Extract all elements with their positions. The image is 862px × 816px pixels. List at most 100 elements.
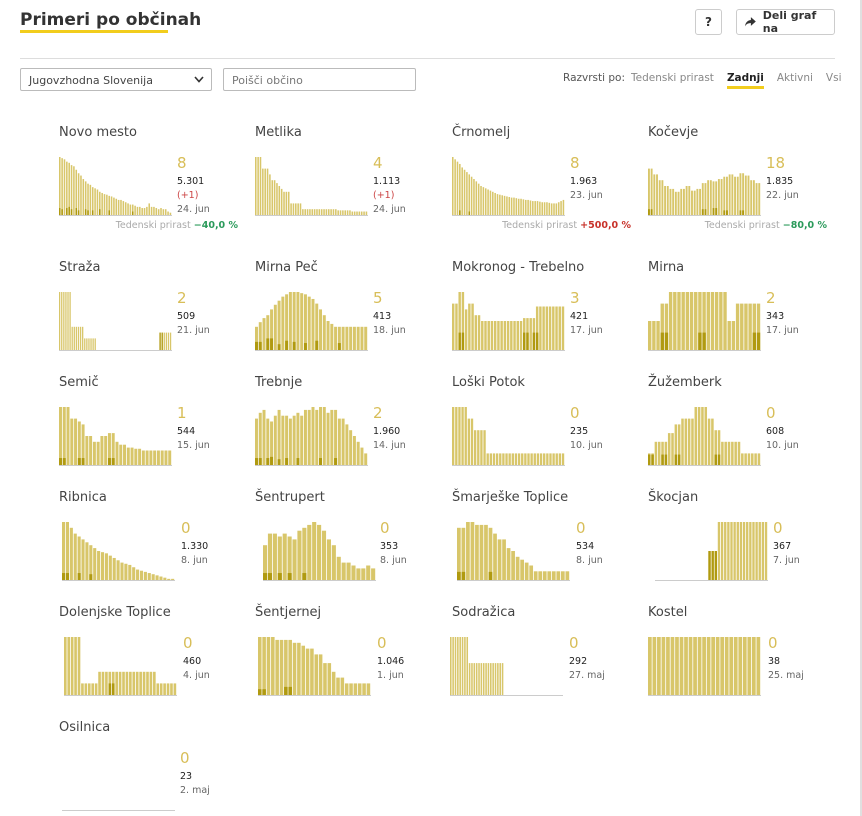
chart-bar-recent [75, 208, 78, 215]
chart-bar [480, 430, 483, 465]
chart-bar [167, 578, 171, 580]
sort-option-latest[interactable]: Zadnji [726, 72, 764, 89]
search-input[interactable]: Poišči občino [223, 68, 416, 91]
chart-bar [111, 433, 115, 465]
chart-bar [292, 539, 297, 580]
chart-bar-recent [677, 454, 681, 465]
chart-bar-recent [315, 340, 319, 350]
municipality-card[interactable]: Straža 2 509 21. jun [59, 260, 249, 370]
total-cases: 608 [766, 426, 785, 437]
chart-bar [664, 441, 668, 465]
chart-bar [157, 209, 160, 215]
weekly-growth-value: −40,0 % [193, 220, 238, 231]
chart-bar-recent [708, 551, 711, 580]
municipality-card[interactable]: Dolenjske Toplice 0 460 4. jun [59, 605, 249, 715]
chart-bar [262, 318, 266, 350]
cases-chart [64, 637, 177, 696]
chart-bar [470, 418, 474, 465]
chart-bar [163, 683, 166, 695]
municipality-card[interactable]: Šmarješke Toplice 0 534 8. jun [452, 490, 642, 600]
chart-bar [742, 522, 746, 580]
chart-bar [506, 196, 508, 215]
chart-bar [170, 683, 173, 695]
chart-bar-recent [262, 689, 266, 695]
municipality-card[interactable]: Semič 1 544 15. jun [59, 375, 249, 485]
share-button[interactable]: Deli graf na [736, 9, 835, 35]
municipality-card[interactable]: Mirna Peč 5 413 18. jun [255, 260, 445, 370]
municipality-card[interactable]: Kostel 0 38 25. maj [648, 605, 838, 715]
municipality-card[interactable]: Sodražica 0 292 27. maj [450, 605, 642, 715]
chart-bar [97, 551, 101, 580]
municipality-card[interactable]: Šentrupert 0 353 8. jun [255, 490, 445, 600]
municipality-card[interactable]: Mokronog - Trebelno 3 421 17. jun [452, 260, 642, 370]
total-cases: 1.046 [377, 656, 405, 667]
latest-cases: 3 [570, 289, 580, 307]
sort-option-weekly[interactable]: Tedenski prirast [631, 72, 714, 84]
chart-bar [734, 176, 736, 215]
chart-bar [730, 522, 733, 580]
municipality-card[interactable]: Trebnje 2 1.960 14. jun [255, 375, 445, 485]
municipality-card[interactable]: Ribnica 0 1.330 8. jun [59, 490, 249, 600]
chart-bar [694, 407, 698, 465]
chart-bar [163, 332, 165, 350]
chart-bar-recent [81, 458, 85, 465]
municipality-card[interactable]: Žužemberk 0 608 10. jun [648, 375, 838, 485]
chart-bar [758, 522, 761, 580]
municipality-card[interactable]: Šentjernej 0 1.046 1. jun [255, 605, 445, 715]
chart-bar [269, 174, 271, 215]
municipality-card[interactable]: Loški Potok 0 235 10. jun [452, 375, 642, 485]
chart-bar-recent [131, 211, 134, 215]
chart-bar [160, 208, 162, 215]
chart-bar [173, 683, 177, 695]
municipality-name: Trebnje [255, 375, 303, 390]
chart-bar-recent [660, 332, 664, 350]
chart-bar [546, 453, 549, 465]
chart-bar [736, 176, 739, 215]
chart-bar-recent [651, 454, 654, 465]
chart-bar-recent [739, 210, 742, 215]
municipality-card[interactable]: Osilnica 0 23 2. maj [59, 720, 249, 816]
chart-bar [684, 637, 688, 695]
chart-bar [115, 441, 119, 465]
chart-bar [273, 180, 276, 215]
municipality-card[interactable]: Novo mesto 8 5.301 (+1) 24. jun Tedenski prir… [59, 125, 249, 235]
municipality-name: Šmarješke Toplice [452, 490, 569, 505]
chart-bar [316, 209, 318, 215]
chart-bar [85, 436, 89, 465]
chart-bar [724, 441, 727, 465]
chart-bar [517, 198, 520, 215]
chart-bar [721, 441, 724, 465]
region-select[interactable]: Jugovzhodna Slovenija [20, 68, 212, 91]
municipality-card[interactable]: Črnomelj 8 1.963 23. jun Tedenski prirast +5… [452, 125, 642, 235]
chart-bar [326, 539, 331, 580]
chart-bar [458, 292, 461, 350]
chart-bar-recent [648, 209, 650, 215]
chart-bar [674, 191, 677, 215]
total-cases: 1.835 [766, 176, 794, 187]
chart-bar [682, 188, 685, 215]
municipality-card[interactable]: Mirna 2 343 17. jun [648, 260, 838, 370]
sort-option-all[interactable]: Vsi [825, 72, 842, 84]
chart-bar [124, 563, 128, 580]
chart-bar [357, 683, 362, 695]
cases-chart [655, 522, 768, 581]
chart-bar [364, 326, 368, 350]
municipality-card[interactable]: Kočevje 18 1.835 22. jun Tedenski prirast −8… [648, 125, 838, 235]
chart-bar [546, 202, 548, 215]
sort-option-active[interactable]: Aktivni [776, 72, 813, 84]
help-button[interactable]: ? [695, 9, 722, 35]
chart-bar [169, 212, 172, 215]
chart-bar [330, 323, 334, 350]
municipality-card[interactable]: Metlika 4 1.113 (+1) 24. jun [255, 125, 445, 235]
chart-bar [94, 683, 98, 695]
chart-bar [68, 162, 70, 215]
chart-bar [664, 303, 669, 350]
chart-bar [82, 326, 84, 350]
chart-bar [520, 198, 522, 215]
title-underline [20, 30, 168, 33]
chart-bar [671, 433, 674, 465]
last-date: 17. jun [766, 325, 799, 336]
municipality-card[interactable]: Škocjan 0 367 7. jun [648, 490, 838, 600]
chart-bar [153, 450, 157, 465]
chart-bar [539, 306, 542, 350]
